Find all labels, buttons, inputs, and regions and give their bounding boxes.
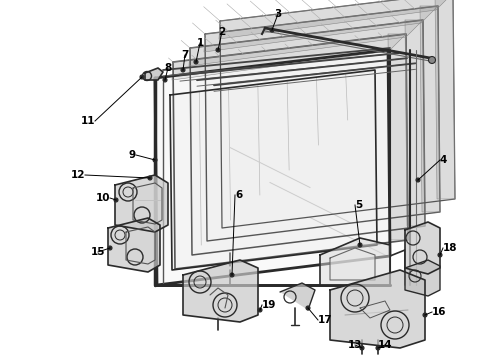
Polygon shape [360,301,390,318]
Circle shape [428,57,436,63]
Polygon shape [190,20,425,255]
Polygon shape [205,6,440,241]
Polygon shape [388,34,408,240]
Text: 15: 15 [91,247,105,257]
Text: 5: 5 [355,200,362,210]
Text: 1: 1 [196,38,204,48]
Circle shape [108,246,112,250]
Circle shape [230,273,234,277]
Text: 8: 8 [164,63,171,73]
Polygon shape [172,34,406,80]
Polygon shape [280,283,315,310]
Text: 12: 12 [71,170,85,180]
Polygon shape [189,20,423,66]
Circle shape [153,158,157,162]
Circle shape [163,78,167,82]
Polygon shape [126,227,155,264]
Polygon shape [219,0,453,39]
Polygon shape [320,238,390,285]
Text: 4: 4 [440,155,447,165]
Text: 7: 7 [181,50,189,60]
Circle shape [270,28,274,32]
Circle shape [114,198,118,202]
Polygon shape [204,6,438,52]
Circle shape [360,346,364,350]
Polygon shape [330,270,425,348]
Polygon shape [405,20,425,226]
Text: 2: 2 [219,27,225,37]
Polygon shape [115,175,168,232]
Polygon shape [155,50,390,285]
Circle shape [306,306,310,310]
Polygon shape [145,68,163,80]
Circle shape [194,60,198,64]
Polygon shape [405,260,440,296]
Circle shape [258,308,262,312]
Polygon shape [220,0,455,228]
Circle shape [216,48,220,52]
Polygon shape [420,6,440,212]
Circle shape [358,243,362,247]
Text: 16: 16 [432,307,446,317]
Text: 10: 10 [96,193,110,203]
Circle shape [181,68,185,72]
Circle shape [423,313,427,317]
Text: 11: 11 [80,116,95,126]
Text: 13: 13 [348,340,362,350]
Text: 18: 18 [443,243,458,253]
Text: 14: 14 [378,340,392,350]
Text: 19: 19 [262,300,276,310]
Circle shape [438,253,442,257]
Circle shape [140,75,144,79]
Polygon shape [173,34,408,269]
Polygon shape [435,0,455,199]
Polygon shape [183,260,258,322]
Polygon shape [405,222,440,274]
Circle shape [148,176,152,180]
Polygon shape [330,248,375,280]
Circle shape [416,178,420,182]
Text: 3: 3 [274,9,282,19]
Polygon shape [170,70,377,270]
Text: 6: 6 [235,190,242,200]
Text: 17: 17 [318,315,333,325]
Circle shape [376,346,380,350]
Polygon shape [133,183,162,224]
Text: 9: 9 [129,150,136,160]
Polygon shape [108,218,160,272]
